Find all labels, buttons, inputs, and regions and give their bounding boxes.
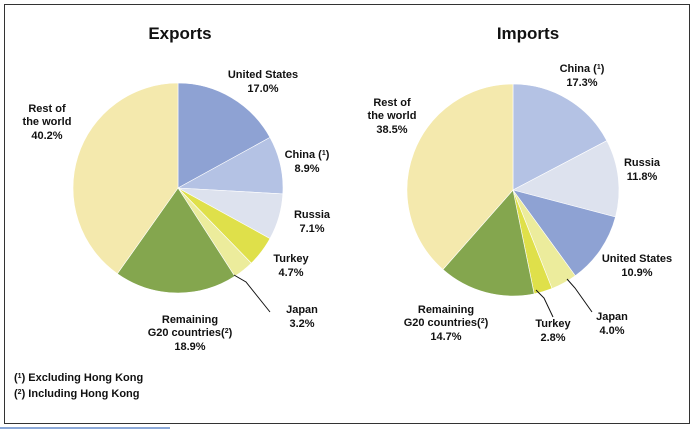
pie-slice-exports-united-states: [177, 82, 271, 189]
pie-slice-imports-rest-of-the-world: [406, 83, 514, 270]
pie-title-exports: Exports: [148, 24, 211, 43]
svg-text:China (1)8.9%: China (1) 8.9%: [285, 149, 330, 175]
svg-text:China (1)17.3%: China (1) 17.3%: [560, 63, 605, 89]
pie-slice-imports-united-states: [512, 189, 616, 277]
pie-label-imports-rest-of-the-world: Rest of the world 38.5%: [368, 97, 417, 136]
bottom-accent-line: [0, 427, 170, 429]
pie-slice-exports-remaining-g20-countries: [116, 187, 236, 294]
leader-line-imports-japan: [566, 278, 593, 313]
pie-label-imports-china: China (1) 17.3%: [560, 63, 605, 89]
chart-frame: [4, 4, 690, 424]
footnote-2: (2) Including Hong Kong: [14, 388, 140, 400]
pie-slice-imports-china: [512, 83, 608, 191]
pie-label-exports-japan: Japan 3.2%: [286, 304, 318, 330]
pie-label-exports-russia: Russia 7.1%: [294, 209, 331, 235]
leader-line-imports-turkey: [535, 289, 554, 318]
pie-label-imports-russia: Russia 11.8%: [624, 157, 661, 183]
pie-label-exports-rest-of-the-world: Rest of the world 40.2%: [23, 103, 72, 142]
pie-label-imports-united-states: United States 10.9%: [602, 253, 672, 279]
footnote-1: (1) Excluding Hong Kong: [14, 372, 143, 384]
pie-label-imports-turkey: Turkey 2.8%: [535, 318, 571, 344]
pie-label-exports-china: China (1) 8.9%: [285, 149, 330, 175]
pie-slice-imports-remaining-g20-countries: [442, 189, 535, 297]
pie-label-exports-turkey: Turkey 4.7%: [273, 253, 309, 279]
leader-line-exports-japan: [233, 274, 271, 313]
pie-label-imports-japan: Japan 4.0%: [596, 311, 628, 337]
pie-label-exports-remaining-g20-countries: Remaining G20 countries(2) 18.9%: [148, 314, 233, 353]
pie-label-imports-remaining-g20-countries: Remaining G20 countries(2) 14.7%: [404, 304, 489, 343]
pie-slice-imports-russia: [512, 140, 620, 218]
pie-title-imports: Imports: [497, 24, 559, 43]
pie-label-exports-united-states: United States 17.0%: [228, 69, 298, 95]
pie-slice-exports-rest-of-the-world: [72, 82, 179, 275]
